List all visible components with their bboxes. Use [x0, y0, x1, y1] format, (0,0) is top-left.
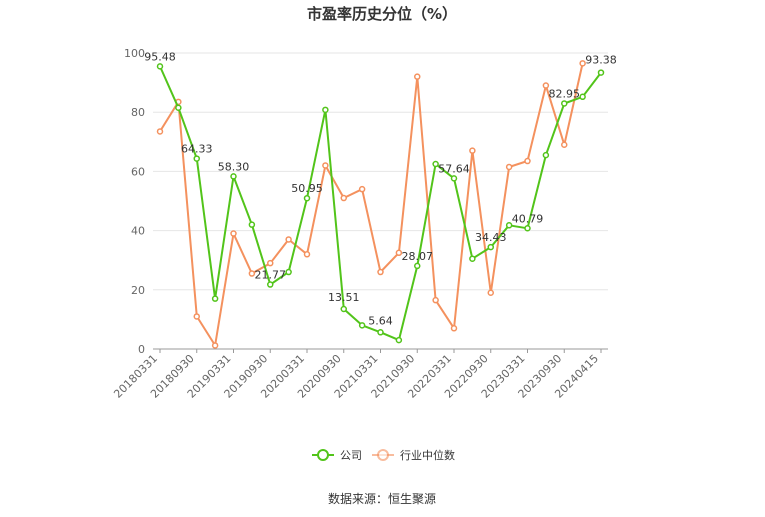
point-company-20190930 — [267, 281, 274, 288]
source-note: 数据来源：恒生聚源 — [328, 491, 436, 506]
data-label-20230331: 40.79 — [512, 212, 544, 225]
point-company-20200331 — [303, 194, 311, 202]
point-industry-20220331 — [450, 325, 458, 332]
data-label-20180331: 95.48 — [144, 50, 176, 63]
point-company-20180630 — [175, 104, 182, 112]
point-company-20220331 — [450, 175, 458, 182]
legend-swatch-marker-industry — [377, 449, 389, 461]
point-industry-20190630 — [248, 270, 256, 277]
point-company-20200630 — [322, 106, 329, 114]
point-industry-20211231 — [432, 296, 439, 304]
grid-lines — [153, 52, 608, 291]
point-company-20180930 — [193, 155, 200, 162]
point-company-20210331 — [377, 329, 384, 336]
point-company-20240415 — [597, 69, 605, 76]
data-label-20190930: 21.77 — [255, 269, 287, 282]
series-lines — [156, 60, 605, 349]
point-company-20220630 — [469, 255, 476, 262]
data-label-20220930: 34.43 — [475, 231, 507, 244]
point-company-20201231 — [358, 322, 366, 329]
point-industry-20200630 — [322, 162, 329, 169]
data-label-20210930: 28.07 — [402, 250, 434, 263]
y-tick-label-60: 60 — [131, 165, 145, 178]
point-company-20200930 — [340, 305, 347, 313]
data-label-20190331: 58.30 — [218, 160, 250, 173]
y-tick-label-100: 100 — [124, 47, 145, 60]
point-industry-20180930 — [193, 313, 200, 320]
point-industry-20230331 — [524, 157, 531, 165]
point-industry-20210331 — [377, 268, 384, 276]
y-tick-label-40: 40 — [131, 225, 145, 238]
point-industry-20230630 — [542, 82, 550, 89]
series-line-company — [159, 65, 602, 342]
point-company-20190630 — [248, 221, 256, 228]
point-company-20230630 — [542, 151, 550, 159]
point-company-20220930 — [487, 243, 494, 251]
data-label-20230930: 82.95 — [549, 87, 581, 100]
point-industry-20220630 — [469, 147, 476, 154]
point-company-20221231 — [505, 222, 513, 229]
data-label-20180930: 64.33 — [181, 143, 213, 156]
point-company-20210930 — [414, 262, 421, 270]
data-label-20240415: 93.38 — [585, 54, 617, 67]
data-label-20220331: 57.64 — [438, 162, 470, 175]
point-industry-20181231 — [211, 342, 219, 349]
point-industry-20200331 — [303, 251, 311, 258]
point-company-20210630 — [395, 336, 403, 344]
y-tick-label-80: 80 — [131, 106, 145, 119]
point-company-20180331 — [156, 63, 164, 70]
chart-title: 市盈率历史分位（%） — [307, 5, 457, 23]
data-label-20200930: 13.51 — [328, 291, 360, 304]
point-industry-20221231 — [505, 163, 513, 171]
point-industry-20230930 — [561, 141, 568, 149]
point-industry-20190331 — [230, 230, 237, 237]
point-industry-20220930 — [487, 289, 494, 297]
point-company-20231231 — [579, 93, 586, 101]
x-axis: 2018033120180930201903312019093020200331… — [111, 348, 608, 401]
legend-label-company: 公司 — [340, 449, 362, 462]
point-industry-20200930 — [340, 194, 347, 202]
data-label-20210331: 5.64 — [368, 314, 393, 327]
point-company-20181231 — [211, 295, 219, 302]
y-tick-label-0: 0 — [138, 343, 145, 356]
y-axis-ticks: 0 20 40 60 80 100 — [124, 47, 145, 356]
point-company-20190331 — [230, 173, 237, 180]
y-tick-label-20: 20 — [131, 284, 145, 297]
point-industry-20210630 — [395, 249, 403, 257]
point-industry-20231231 — [579, 60, 586, 67]
series-line-industry — [159, 63, 584, 347]
legend-item-industry[interactable]: 行业中位数 — [372, 448, 455, 462]
legend: 公司 行业中位数 — [312, 448, 455, 462]
point-industry-20190930 — [267, 259, 274, 267]
point-company-20191231 — [285, 268, 292, 276]
data-labels: 95.48 64.33 58.30 21.77 50.95 13.51 5.64 28.07 5… — [144, 50, 617, 327]
point-industry-20210930 — [414, 73, 421, 80]
legend-label-industry: 行业中位数 — [400, 448, 455, 462]
legend-swatch-marker-company — [317, 449, 329, 461]
point-industry-20180331 — [156, 128, 164, 135]
point-company-20211231 — [432, 160, 439, 168]
data-label-20200331: 50.95 — [291, 182, 323, 195]
point-industry-20191231 — [285, 236, 292, 243]
point-industry-20201231 — [358, 185, 366, 193]
point-company-20230930 — [561, 100, 568, 107]
legend-item-company[interactable]: 公司 — [312, 449, 362, 462]
point-company-20230331 — [524, 225, 531, 232]
